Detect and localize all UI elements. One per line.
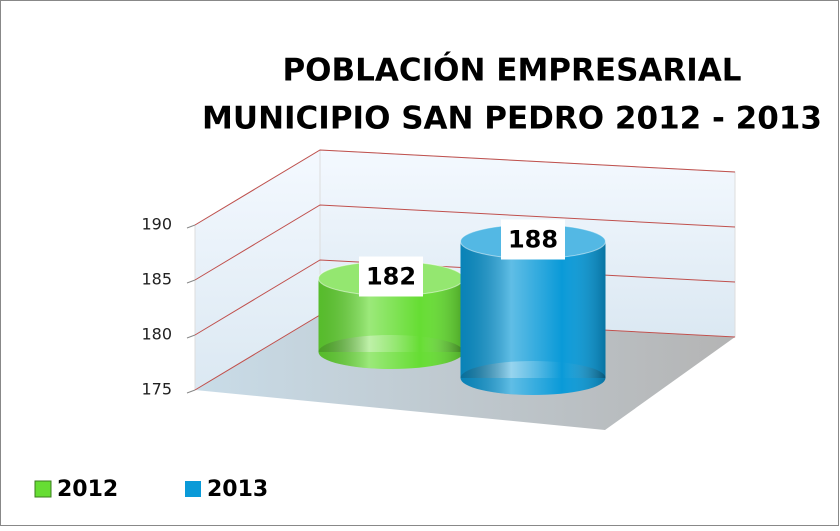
y-tick-label: 190: [141, 215, 172, 234]
legend-swatch: [185, 481, 201, 497]
legend-label: 2013: [207, 477, 268, 502]
value-label: 182: [366, 263, 416, 291]
legend-swatch: [34, 480, 52, 498]
tick-mark: [186, 224, 196, 229]
legend-label: 2012: [57, 477, 118, 502]
chart-title: MUNICIPIO SAN PEDRO 2012 - 2013: [202, 101, 822, 137]
y-tick-label: 180: [141, 325, 172, 344]
tick-mark: [186, 334, 196, 339]
y-tick-label: 175: [141, 380, 172, 399]
chart-title: POBLACIÓN EMPRESARIAL: [282, 52, 741, 89]
value-label-box: [501, 219, 565, 260]
tick-mark: [186, 279, 196, 284]
bar-shine: [460, 241, 606, 378]
value-label-box: [359, 256, 423, 297]
tick-mark: [186, 389, 196, 394]
value-label: 188: [508, 226, 558, 254]
grid-line: [194, 149, 736, 226]
grid-line: [194, 204, 736, 281]
y-tick-label: 185: [141, 270, 172, 289]
